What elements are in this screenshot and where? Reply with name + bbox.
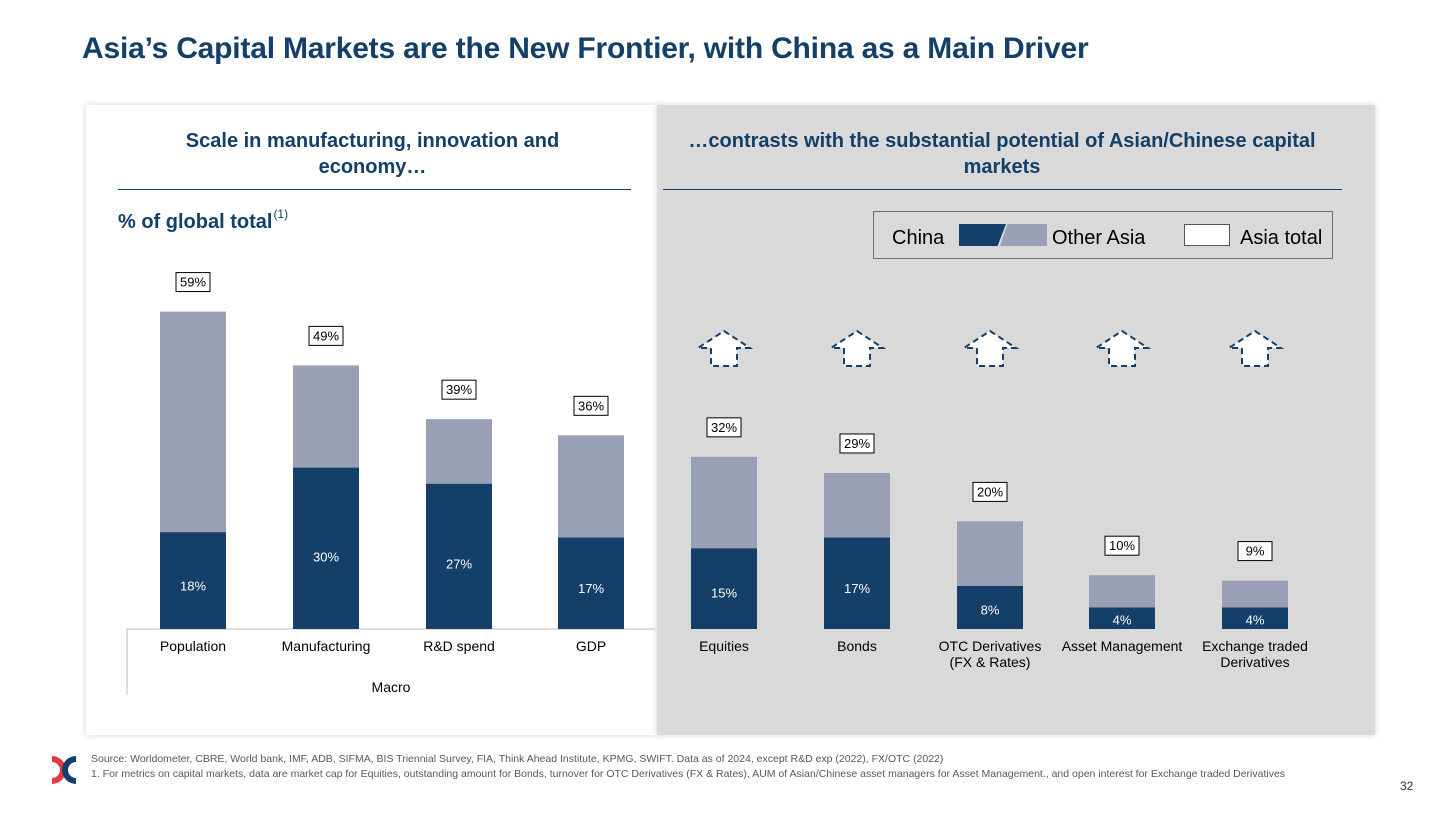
category-tick-label: Manufacturing [282, 638, 371, 654]
bar-other-asia [293, 365, 359, 468]
metrics-footnote: 1. For metrics on capital markets, data … [91, 768, 1286, 780]
chart-legend: China Other Asia Asia total [873, 211, 1333, 259]
bar-total-value-label: 32% [711, 420, 737, 435]
bar-other-asia [691, 456, 757, 549]
total-label-box [972, 481, 1008, 502]
category-tick-label: R&D spend [423, 638, 495, 654]
total-label-box [1104, 535, 1140, 556]
bar-china-value-label: 27% [446, 557, 472, 572]
bar-china [558, 537, 624, 629]
total-label-box [706, 417, 742, 438]
category-tick-label: Population [160, 638, 226, 654]
category-tick-label: Bonds [837, 638, 877, 654]
bar-total-value-label: 59% [180, 275, 206, 290]
category-tick-label: GDP [576, 638, 606, 654]
legend-china-label: China [892, 227, 945, 249]
bar-china [160, 532, 226, 629]
total-label-box [441, 379, 477, 400]
category-tick-label: Derivatives [1220, 654, 1289, 670]
total-label-box [839, 433, 875, 454]
upside-potential-arrow-icon [1092, 329, 1152, 367]
bar-total-value-label: 9% [1246, 544, 1265, 559]
right-panel [657, 105, 1375, 735]
legend-china-swatch [959, 224, 1006, 246]
bar-other-asia [558, 435, 624, 538]
left-panel-heading: Scale in manufacturing, innovation and e… [185, 130, 560, 178]
bar-china-value-label: 4% [1113, 612, 1132, 627]
left-heading-divider [118, 189, 631, 190]
upside-potential-arrow-icon [1225, 329, 1285, 367]
legend-asia-total-label: Asia total [1240, 227, 1323, 249]
legend-other-asia-label: Other Asia [1052, 227, 1146, 249]
group-label-macro: Macro [372, 679, 411, 695]
category-tick-label: (FX & Rates) [950, 654, 1031, 670]
bar-china [1222, 607, 1288, 629]
y-axis-label-text: % of global total [118, 211, 273, 233]
category-tick-label: Asset Management [1062, 638, 1183, 654]
bar-other-asia [160, 311, 226, 533]
bar-total-value-label: 36% [578, 398, 604, 413]
right-panel-heading: …contrasts with the substantial potentia… [688, 130, 1316, 178]
bar-total-value-label: 10% [1109, 538, 1135, 553]
source-footnote: Source: Worldometer, CBRE, World bank, I… [91, 753, 944, 765]
bar-china-value-label: 30% [313, 549, 339, 564]
bar-other-asia [957, 521, 1023, 586]
bar-china [426, 483, 492, 629]
bar-other-asia [1222, 580, 1288, 608]
total-label-box [308, 325, 344, 346]
page-title: Asia’s Capital Markets are the New Front… [82, 32, 1089, 65]
bar-china [957, 585, 1023, 629]
category-tick-label: Exchange traded [1202, 638, 1308, 654]
right-heading-divider [663, 189, 1342, 190]
bar-total-value-label: 29% [844, 436, 870, 451]
bar-china-value-label: 8% [981, 603, 1000, 618]
y-axis-footnote-ref: (1) [273, 207, 289, 221]
bar-china [691, 548, 757, 629]
bar-china-value-label: 4% [1246, 612, 1265, 627]
bar-china [1089, 607, 1155, 629]
bar-other-asia [1089, 575, 1155, 608]
bar-china-value-label: 15% [711, 586, 737, 601]
total-label-box [175, 272, 211, 293]
total-label-box [573, 395, 609, 416]
bar-other-asia [426, 419, 492, 484]
bar-total-value-label: 49% [313, 328, 339, 343]
bar-china [293, 467, 359, 629]
category-tick-label: Equities [699, 638, 749, 654]
page-number: 32 [1400, 779, 1414, 793]
bar-china-value-label: 18% [180, 578, 206, 593]
bar-china [824, 537, 890, 629]
bar-china-value-label: 17% [844, 581, 870, 596]
bar-total-value-label: 39% [446, 382, 472, 397]
hkex-logo-icon [52, 756, 76, 784]
y-axis-label: % of global total(1) [118, 207, 288, 234]
upside-potential-arrow-icon [827, 329, 887, 367]
legend-other-asia-swatch [1000, 224, 1047, 246]
upside-potential-arrow-icon [694, 329, 754, 367]
bar-total-value-label: 20% [977, 484, 1003, 499]
category-tick-label: OTC Derivatives [939, 638, 1042, 654]
bar-china-value-label: 17% [578, 581, 604, 596]
upside-potential-arrow-icon [960, 329, 1020, 367]
total-label-box [1237, 541, 1273, 562]
bar-other-asia [824, 472, 890, 538]
legend-asia-total-swatch [1184, 224, 1230, 246]
